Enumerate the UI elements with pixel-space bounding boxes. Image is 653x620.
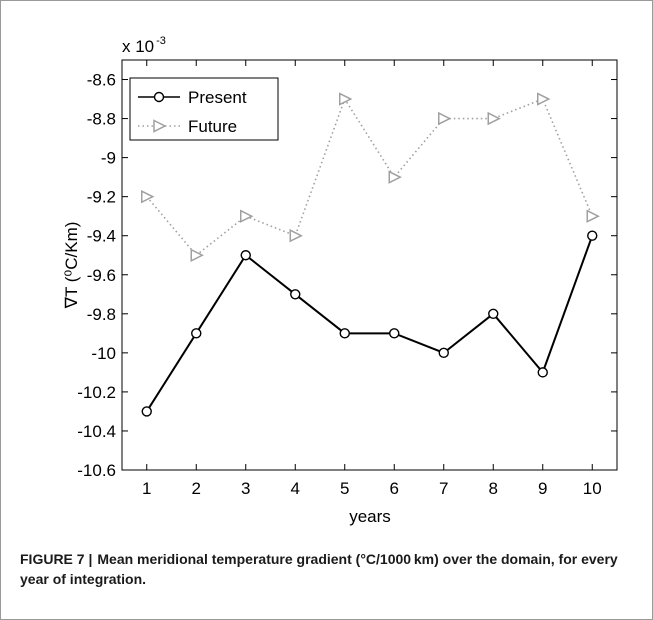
legend: Present Future (129, 77, 279, 141)
data-point-future (388, 170, 402, 184)
data-point-present (438, 347, 449, 359)
data-point-present (488, 308, 499, 320)
y-tick-label: -10 (91, 344, 116, 363)
exponent-power: -3 (156, 35, 166, 47)
x-tick-label: 7 (439, 479, 448, 498)
y-tick-label: -8.8 (87, 110, 116, 129)
data-point-present (587, 230, 598, 241)
data-point-future (438, 111, 452, 126)
series-line-present (145, 235, 594, 412)
y-tick-label: -10.4 (77, 422, 116, 441)
x-tick-label: 10 (583, 479, 602, 498)
x-axis-label: years (349, 507, 391, 526)
y-axis-label: ∇T (⁰C/Km) (62, 222, 81, 310)
y-tick-label: -10.2 (77, 383, 116, 402)
x-tick-label: 4 (291, 479, 300, 498)
legend-label-future: Future (188, 117, 237, 136)
data-point-present (537, 367, 548, 378)
legend-label-present: Present (188, 88, 247, 107)
figure-caption-text: Mean meridional temperature gradient (°C… (20, 551, 618, 587)
data-point-present (240, 250, 251, 261)
x-tick-label: 6 (390, 479, 399, 498)
data-point-present (141, 406, 152, 417)
y-tick-label: -9 (101, 149, 116, 168)
data-point-present (191, 328, 202, 339)
x-tick-label: 8 (489, 479, 498, 498)
x-tick-label: 9 (538, 479, 547, 498)
y-tick-label: -8.6 (87, 71, 116, 90)
y-tick-label: -9.4 (87, 227, 116, 246)
exponent-label: x 10 -3 (122, 35, 166, 56)
data-point-future (487, 111, 501, 126)
x-tick-label: 2 (192, 479, 201, 498)
figure-caption: FIGURE 7 | Mean meridional temperature gr… (20, 549, 620, 589)
data-point-future (586, 209, 600, 223)
data-point-present (290, 289, 301, 300)
line-chart: -8.6 -8.8 -9 -9.2 -9.4 -9.6 -9.8 -10 -10.2 -10.4 -… (62, 35, 618, 526)
data-point-future (240, 209, 254, 223)
x-tick-label: 5 (340, 479, 349, 498)
data-point-future (289, 229, 303, 243)
data-point-future (190, 248, 204, 262)
data-point-present (339, 328, 350, 339)
data-point-present (389, 328, 400, 339)
data-point-future (141, 189, 155, 204)
y-tick-label: -10.6 (77, 461, 116, 480)
x-tick-label: 3 (241, 479, 250, 498)
y-tick-label: -9.6 (87, 266, 116, 285)
y-tick-label: -9.8 (87, 305, 116, 324)
legend-marker-present (153, 91, 165, 103)
x-tick-label: 1 (142, 479, 151, 498)
figure-caption-label: FIGURE 7 | (20, 551, 93, 567)
legend-marker-future (153, 119, 167, 133)
y-tick-label: -9.2 (87, 188, 116, 207)
data-point-future (537, 92, 551, 106)
data-point-future (339, 92, 353, 106)
series-line-future (146, 97, 593, 257)
